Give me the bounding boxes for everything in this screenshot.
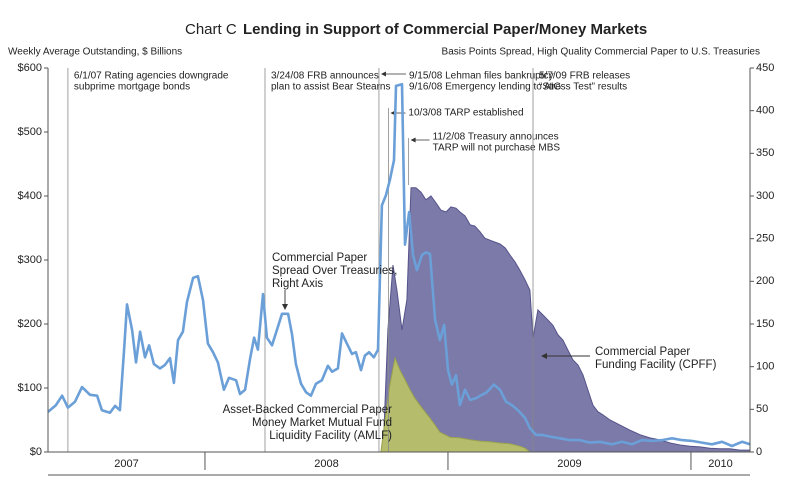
x-tick-label: 2007 [114,458,138,470]
x-tick-label: 2009 [557,458,581,470]
series-arrowhead [282,304,288,310]
series-label: Commercial Paper [272,252,367,264]
event-label: plan to assist Bear Stearns [271,82,391,93]
series-label: Spread Over Treasuries, [272,265,397,277]
y2-axis-label: Basis Points Spread, High Quality Commer… [442,47,760,58]
y-axis-label: Weekly Average Outstanding, $ Billions [8,47,182,58]
x-tick-label: 2010 [708,458,732,470]
event-label: 10/3/08 TARP established [408,108,523,119]
event-arrowhead [380,71,386,77]
event-label: 5/7/09 FRB releases [539,71,630,82]
y2-tick-label: 300 [756,190,774,202]
event-arrowhead [410,137,416,143]
y-tick-label: $0 [30,446,42,458]
y-tick-label: $600 [18,62,42,74]
event-label: “Stress Test” results [539,82,627,93]
y-tick-label: $100 [18,382,42,394]
event-label: 3/24/08 FRB announces [271,71,379,82]
area [382,187,751,453]
series-label: Right Axis [272,278,323,290]
y2-tick-label: 100 [756,361,774,373]
series-label: Asset-Backed Commercial Paper [223,404,393,416]
y2-tick-label: 350 [756,147,774,159]
y2-tick-label: 150 [756,318,774,330]
y-tick-label: $200 [18,318,42,330]
series-label: Money Market Mutual Fund [252,417,392,429]
y2-tick-label: 200 [756,275,774,287]
y2-tick-label: 0 [756,446,762,458]
series-label: Commercial Paper [595,346,690,358]
event-label: subprime mortgage bonds [74,82,190,93]
line [47,82,751,448]
y2-tick-label: 400 [756,105,774,117]
y-tick-label: $400 [18,190,42,202]
x-tick-label: 2008 [314,458,338,470]
event-label: 11/2/08 Treasury announces [433,132,559,143]
series-label: Liquidity Facility (AMLF) [269,430,392,442]
series-label: Funding Facility (CPFF) [595,359,717,371]
event-label: TARP will not purchase MBS [433,143,561,154]
area [380,356,532,453]
y-tick-label: $500 [18,126,42,138]
event-label: 9/15/08 Lehman files bankruptcy [409,71,554,82]
y2-tick-label: 50 [756,403,768,415]
chart-label: Chart C [185,21,237,38]
event-label: 9/16/08 Emergency lending to AIG [409,82,562,93]
y-tick-label: $300 [18,254,42,266]
y2-tick-label: 250 [756,233,774,245]
event-label: 6/1/07 Rating agencies downgrade [74,71,229,82]
chart-title: Lending in Support of Commercial Paper/M… [243,21,647,38]
series-arrowhead [541,353,547,359]
y2-tick-label: 450 [756,62,774,74]
